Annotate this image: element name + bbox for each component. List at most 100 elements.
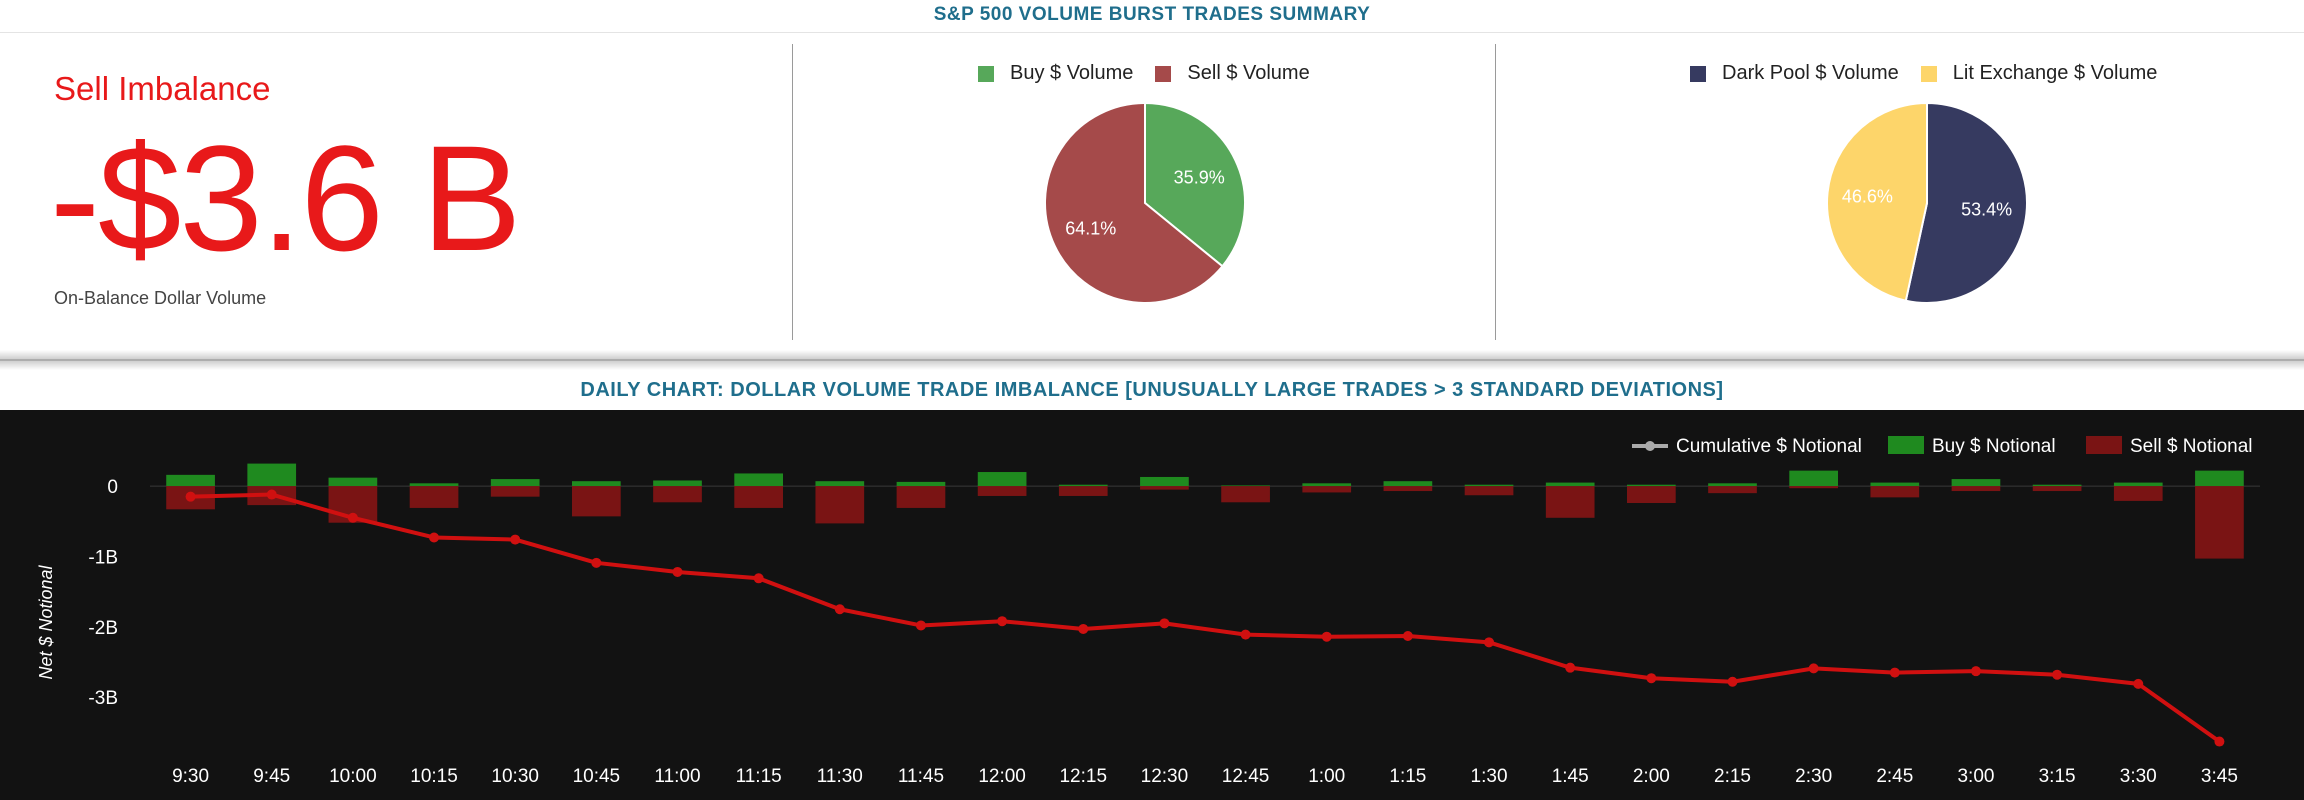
x-tick-label-4: 10:30 <box>491 766 539 787</box>
bar-buy-notional-16 <box>1464 484 1514 487</box>
bar-buy-notional-17 <box>1545 482 1595 487</box>
legend-label-cumulative: Cumulative $ Notional <box>1676 436 1862 457</box>
x-tick-label-24: 3:30 <box>2120 766 2157 787</box>
x-tick-label-2: 10:00 <box>329 766 377 787</box>
x-tick-label-11: 12:15 <box>1059 766 1107 787</box>
bar-sell-notional-6 <box>653 486 702 503</box>
cumulative-point-24 <box>2133 678 2144 689</box>
bar-buy-notional-25 <box>2195 470 2244 487</box>
cumulative-point-6 <box>672 566 683 577</box>
venue-legend: Dark Pool $ Volume Lit Exchange $ Volume <box>1690 62 2179 85</box>
bar-buy-notional-20 <box>1789 470 1838 487</box>
bar-buy-notional-13 <box>1221 485 1270 487</box>
x-tick-label-12: 12:30 <box>1141 766 1189 787</box>
cumulative-point-25 <box>2214 736 2225 747</box>
legend-label-0: Buy $ Notional <box>1932 436 2056 457</box>
chart-legend: Cumulative $ Notional Buy $ Notional Sell … <box>1632 436 2253 457</box>
bar-buy-notional-8 <box>815 481 865 487</box>
x-tick-label-13: 12:45 <box>1222 766 1270 787</box>
cumulative-point-3 <box>429 532 440 543</box>
bar-sell-notional-24 <box>2113 486 2163 501</box>
x-tick-label-10: 12:00 <box>978 766 1026 787</box>
cumulative-point-21 <box>1889 667 1900 678</box>
x-tick-label-25: 3:45 <box>2201 766 2238 787</box>
legend-label-dark-pool: Dark Pool $ Volume <box>1722 62 1899 84</box>
cumulative-point-0 <box>185 491 196 502</box>
cumulative-point-22 <box>1970 666 1981 677</box>
x-tick-label-19: 2:15 <box>1714 766 1751 787</box>
bar-buy-notional-22 <box>1951 479 2001 487</box>
x-tick-label-6: 11:00 <box>654 766 700 787</box>
buy-sell-pie-chart: 35.9% 64.1% <box>1044 101 1246 304</box>
bar-buy-notional-2 <box>328 477 378 487</box>
x-tick-label-15: 1:15 <box>1389 766 1426 787</box>
cumulative-point-20 <box>1808 663 1819 674</box>
bar-buy-notional-15 <box>1383 481 1433 487</box>
panel-divider <box>792 44 793 340</box>
y-tick-label-2: -2B <box>88 618 118 639</box>
cumulative-point-23 <box>2052 669 2063 680</box>
legend-swatch-1 <box>2086 436 2122 454</box>
cumulative-point-17 <box>1565 662 1576 673</box>
x-tick-label-23: 3:15 <box>2039 766 2076 787</box>
legend-swatch-dark-pool <box>1690 65 1706 82</box>
panel-divider <box>1495 44 1496 340</box>
x-tick-label-17: 1:45 <box>1552 766 1589 787</box>
cumulative-point-7 <box>753 573 764 584</box>
kpi-value: -$3.6 B <box>50 114 522 282</box>
legend-line-dot <box>1645 441 1655 451</box>
y-tick-label-3: -3B <box>88 688 118 709</box>
x-tick-label-16: 1:30 <box>1471 766 1508 787</box>
x-tick-label-22: 3:00 <box>1957 766 1994 787</box>
x-tick-label-0: 9:30 <box>172 766 209 787</box>
bar-sell-notional-7 <box>734 486 783 508</box>
bar-sell-notional-14 <box>1302 486 1352 493</box>
bar-buy-notional-4 <box>490 479 540 487</box>
cumulative-line <box>190 492 2221 744</box>
cumulative-point-10 <box>997 616 1008 627</box>
bar-buy-notional-3 <box>409 483 459 487</box>
cumulative-point-16 <box>1484 637 1495 648</box>
bar-buy-notional-18 <box>1627 484 1676 487</box>
venue-pie-chart: 53.4% 46.6% <box>1826 101 2028 304</box>
venue-pie-slice-0 <box>1904 101 2028 304</box>
cumulative-point-1 <box>266 489 277 500</box>
legend-swatch-0 <box>1888 436 1924 454</box>
bar-buy-notional-1 <box>247 463 297 487</box>
legend-swatch-sell <box>1155 65 1172 82</box>
x-tick-label-14: 1:00 <box>1308 766 1345 787</box>
buy-sell-pie-slice-label-0: 35.9% <box>1174 167 1225 187</box>
bar-buy-notional-24 <box>2113 482 2163 487</box>
bar-buy-notional-21 <box>1870 482 1920 487</box>
legend-label-buy: Buy $ Volume <box>1010 62 1134 84</box>
bar-sell-notional-12 <box>1140 486 1189 490</box>
buy-sell-legend: Buy $ Volume Sell $ Volume <box>978 62 1332 85</box>
buy-sell-pie-slice-1 <box>1044 101 1224 304</box>
x-tick-label-20: 2:30 <box>1795 766 1832 787</box>
cumulative-point-2 <box>347 512 358 523</box>
bar-buy-notional-14 <box>1302 483 1352 487</box>
x-tick-label-7: 11:15 <box>736 766 782 787</box>
y-tick-label-0: 0 <box>107 477 118 498</box>
cumulative-point-13 <box>1240 629 1251 640</box>
section-separator <box>0 350 2304 370</box>
buy-sell-pie-slice-0 <box>1144 101 1246 268</box>
cumulative-point-5 <box>591 557 602 568</box>
bar-sell-notional-17 <box>1545 486 1595 518</box>
bar-sell-notional-11 <box>1058 486 1108 496</box>
venue-pie-slice-label-0: 53.4% <box>1961 199 2012 219</box>
legend-swatch-buy <box>978 65 994 82</box>
x-tick-label-3: 10:15 <box>410 766 458 787</box>
bar-sell-notional-3 <box>409 486 459 508</box>
cumulative-point-18 <box>1646 673 1657 684</box>
venue-pie-slice-label-1: 46.6% <box>1842 187 1893 207</box>
bar-buy-notional-7 <box>734 473 783 487</box>
bar-sell-notional-19 <box>1708 486 1757 494</box>
y-tick-label-1: -1B <box>88 547 118 568</box>
bar-buy-notional-11 <box>1058 484 1108 487</box>
bar-sell-notional-23 <box>2032 486 2082 492</box>
bar-sell-notional-9 <box>896 486 946 508</box>
kpi-subtitle: On-Balance Dollar Volume <box>54 288 267 308</box>
daily-chart-title: DAILY CHART: DOLLAR VOLUME TRADE IMBALAN… <box>0 370 2304 410</box>
bar-sell-notional-20 <box>1789 486 1838 489</box>
